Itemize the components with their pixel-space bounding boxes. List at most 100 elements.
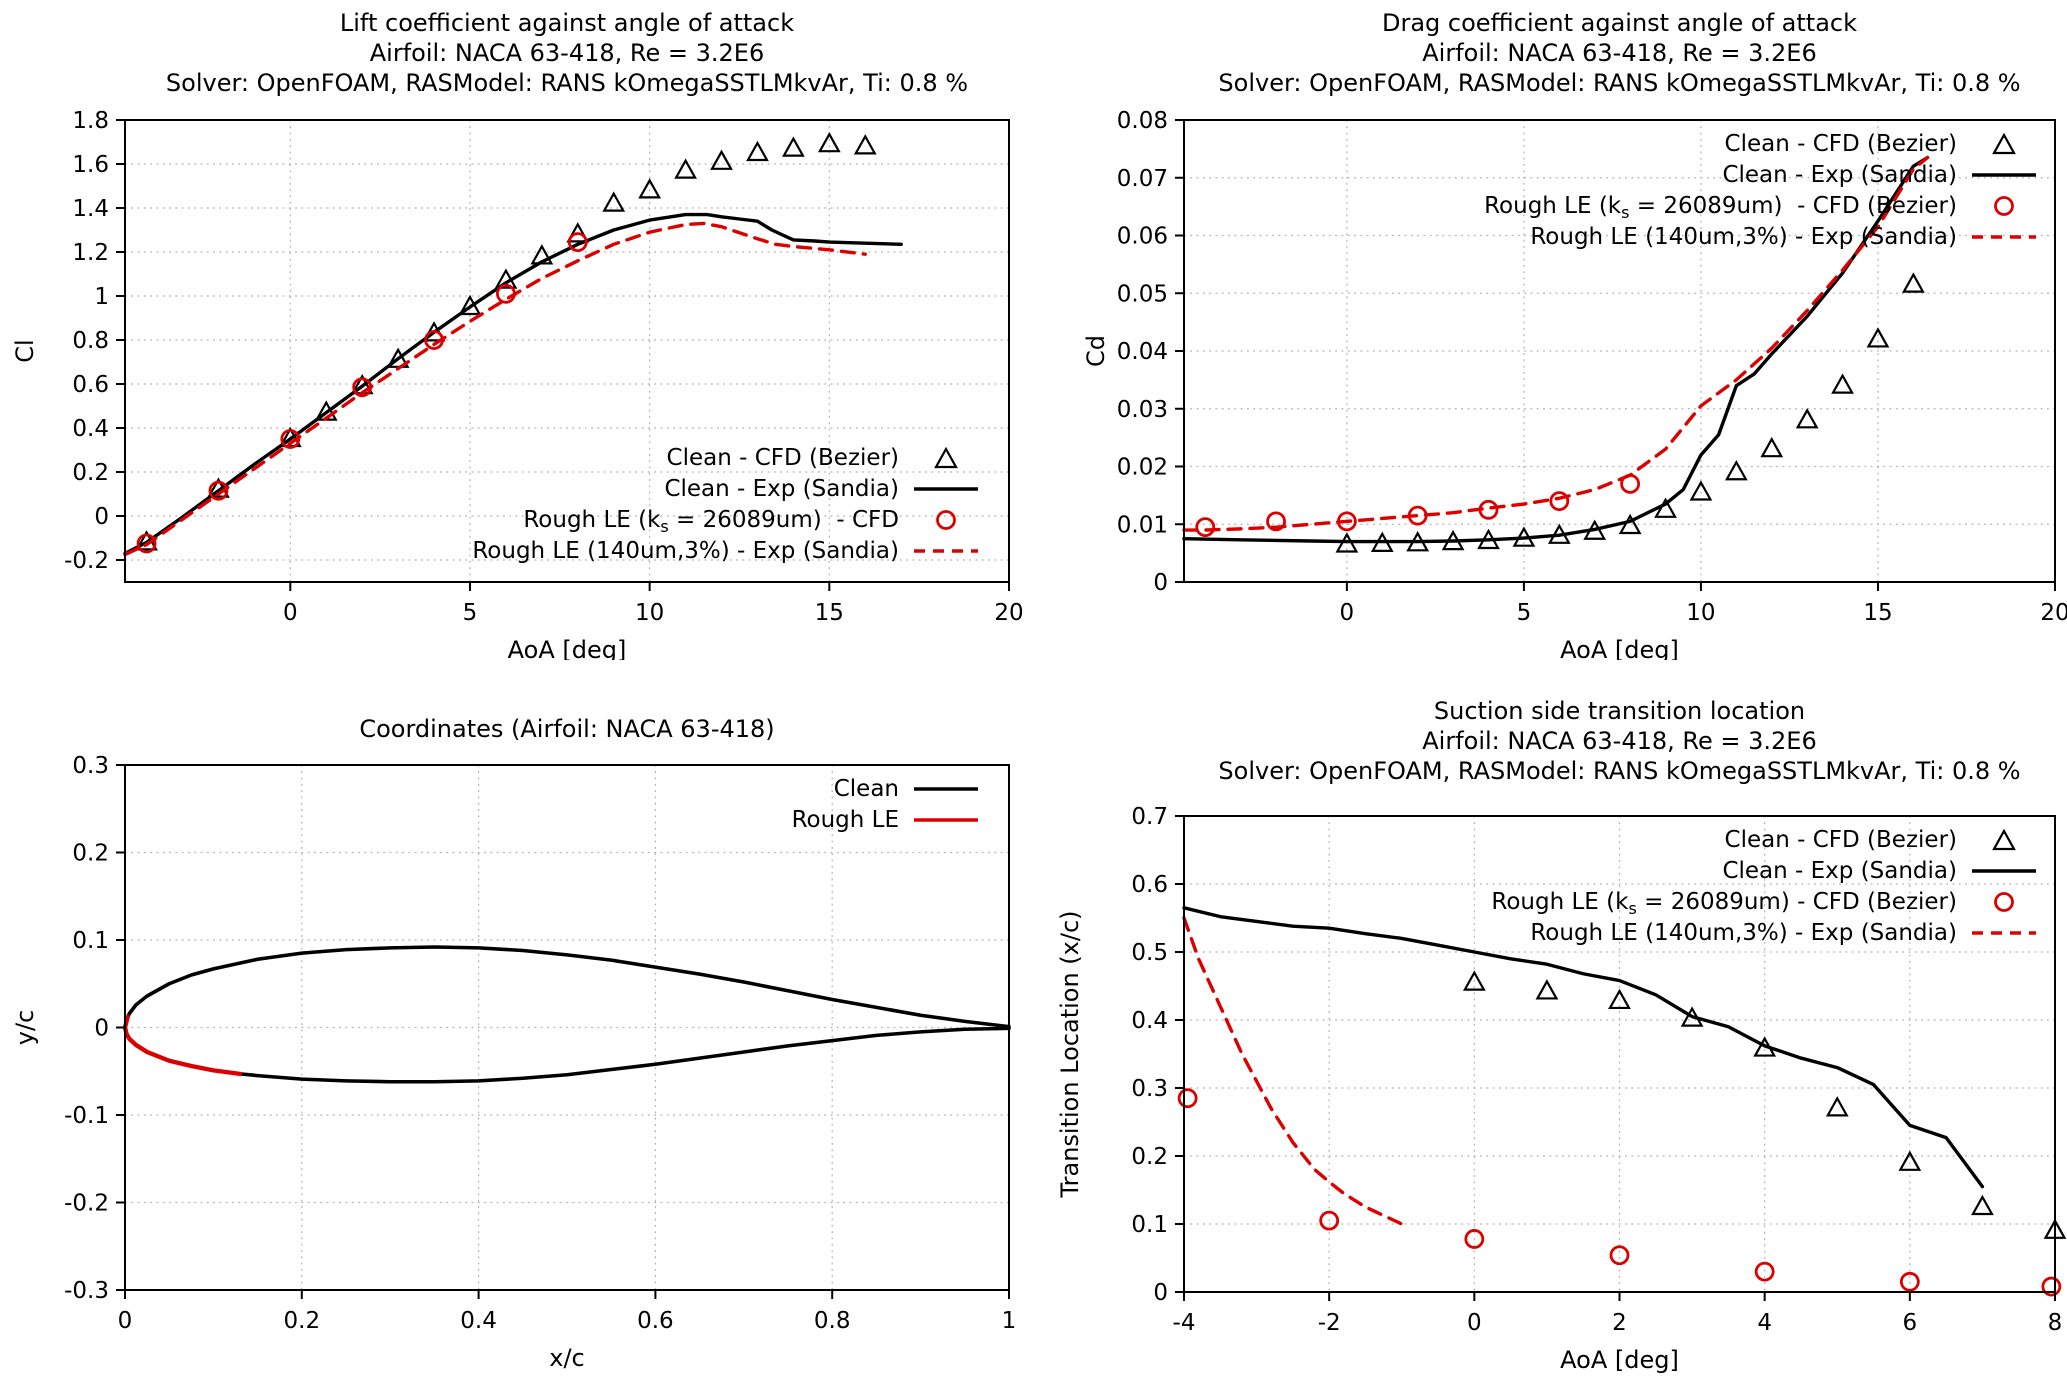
y-tick-label: 0.06 — [1117, 224, 1168, 250]
legend-sample-circle — [1967, 888, 2041, 916]
y-tick-label: -0.1 — [64, 1103, 109, 1129]
legend-label-text: Rough LE (140um,3%) - Exp (Sandia) — [1530, 223, 1957, 250]
legend-marker-circle-icon — [1994, 891, 2014, 912]
legend-label: Clean - CFD (Bezier) — [1725, 827, 1957, 853]
legend-row: Rough LE (140um,3%) - Exp (Sandia) — [1484, 221, 2041, 252]
lift-title-block: Lift coefficient against angle of attack… — [125, 8, 1009, 98]
legend-sample-triangle — [1967, 130, 2041, 158]
x-tick-label: -2 — [1318, 1310, 1341, 1336]
y-tick-label: 0.7 — [1131, 804, 1168, 830]
x-tick-label: -4 — [1173, 1310, 1196, 1336]
marker-circle-rough-cfd — [1464, 1229, 1485, 1249]
legend-label-text: Rough LE (140um,3%) - Exp (Sandia) — [472, 537, 899, 564]
legend-label-subscript: s — [660, 516, 669, 536]
marker-triangle-clean-cfd — [1825, 1096, 1849, 1117]
legend-row: Rough LE (140um,3%) - Exp (Sandia) — [472, 535, 983, 566]
legend-sample-line — [909, 806, 983, 834]
marker-circle-rough-cfd — [1899, 1271, 1920, 1292]
y-tick-label: 1.4 — [72, 196, 109, 222]
legend-sample-dash — [1967, 919, 2041, 947]
legend-marker-line-icon — [1972, 172, 2036, 177]
marker-triangle-clean-cfd — [1901, 272, 1925, 293]
legend-row: Clean - CFD (Bezier) — [1491, 824, 2041, 855]
legend-label: Rough LE (140um,3%) - Exp (Sandia) — [1530, 224, 1957, 250]
marker-triangle-clean-cfd — [1795, 408, 1819, 429]
series-clean — [123, 945, 1011, 1084]
marker-triangle-clean-cfd — [1654, 497, 1677, 518]
marker-circle-rough-cfd — [1609, 1245, 1630, 1266]
x-axis-label: AoA [deg] — [1560, 636, 1679, 660]
plot-subtitle: Solver: OpenFOAM, RASModel: RANS kOmegaS… — [1218, 757, 2021, 785]
triangle-marker-icon — [1992, 828, 2016, 850]
marker-triangle-clean-cfd — [602, 191, 626, 212]
y-tick-label: 1.2 — [72, 240, 109, 266]
marker-triangle-clean-cfd — [1760, 436, 1784, 458]
legend-marker-line-icon — [914, 486, 978, 491]
drag-chart-canvas: 0 5 10 15 20 0 0.01 0.02 0.03 0.04 0.05 0.06 0.07 0.0… — [1082, 108, 2067, 660]
y-tick-label: 0 — [94, 1016, 109, 1042]
legend-sample-line — [1967, 857, 2041, 885]
legend-row: Rough LE (ks = 26089um) - CFD — [472, 504, 983, 536]
circle-marker-icon — [936, 509, 956, 530]
legend-marker-circle-icon — [1994, 195, 2014, 216]
y-tick-label: 0.01 — [1117, 512, 1168, 538]
x-tick-label: 4 — [1757, 1310, 1772, 1336]
legend-label-subscript: s — [1621, 202, 1630, 222]
legend-sample-circle — [909, 506, 983, 534]
marker-triangle-clean-cfd — [817, 131, 841, 153]
marker-triangle-clean-cfd — [1724, 460, 1748, 481]
x-tick-label: 0 — [283, 600, 298, 626]
legend-label-text: Rough LE (140um,3%) - Exp (Sandia) — [1530, 919, 1957, 946]
y-tick-label: 0.05 — [1117, 281, 1168, 307]
series-clean-exp — [1182, 155, 1930, 544]
y-tick-label: 0.8 — [72, 328, 109, 354]
plot-subtitle: Solver: OpenFOAM, RASModel: RANS kOmegaS… — [165, 69, 969, 97]
y-tick-label: 1.8 — [72, 108, 109, 134]
legend-label-text: = 26089um) - CFD — [668, 506, 899, 533]
plot-border — [124, 119, 1010, 583]
legend-label-text: Clean - CFD (Bezier) — [666, 444, 899, 471]
marker-circle-rough-cfd — [1549, 491, 1570, 512]
legend-label: Clean - CFD (Bezier) — [1725, 131, 1957, 157]
marker-triangle-clean-cfd — [746, 140, 769, 162]
legend-label: Clean — [834, 776, 899, 802]
legend-label: Clean - Exp (Sandia) — [664, 476, 899, 502]
marker-triangle-clean-cfd — [1618, 513, 1642, 535]
airfoil-legend: Clean Rough LE — [792, 773, 983, 835]
y-tick-label: 0.07 — [1117, 166, 1168, 192]
y-tick-label: 0.03 — [1117, 397, 1168, 423]
legend-label: Rough LE (140um,3%) - Exp (Sandia) — [472, 538, 899, 564]
y-tick-label: 0 — [1153, 570, 1168, 596]
y-tick-label: -0.3 — [64, 1278, 109, 1304]
legend-row: Rough LE — [792, 804, 983, 835]
lift-legend: Clean - CFD (Bezier) Clean - Exp (Sandia)… — [472, 442, 983, 566]
y-tick-label: 0 — [1153, 1280, 1168, 1306]
x-tick-label: 10 — [635, 600, 664, 626]
y-tick-label: -0.2 — [64, 548, 109, 574]
legend-label: Rough LE — [792, 807, 899, 833]
y-tick-label: 0.02 — [1117, 455, 1168, 481]
marker-circle-rough-cfd — [1319, 1210, 1340, 1231]
plot-title: Drag coefficient against angle of attack — [1381, 9, 1858, 37]
legend-marker-dash-icon — [1972, 930, 2036, 935]
legend-marker-dash-icon — [1972, 234, 2036, 239]
plot-subtitle: Airfoil: NACA 63-418, Re = 3.2E6 — [1422, 727, 1817, 755]
legend-sample-line — [909, 475, 983, 503]
marker-triangle-clean-cfd — [1462, 970, 1486, 991]
legend-marker-triangle-icon — [1992, 132, 2016, 154]
y-tick-label: 1.6 — [72, 152, 109, 178]
y-tick-label: 1 — [94, 284, 109, 310]
y-tick-label: 0 — [94, 504, 109, 530]
y-tick-label: 0.5 — [1131, 940, 1168, 966]
legend-label-text: Rough LE (k — [523, 506, 661, 533]
marker-triangle-clean-cfd — [566, 222, 590, 243]
legend-sample-line — [1967, 161, 2041, 189]
airfoil-title-block: Coordinates (Airfoil: NACA 63-418) — [125, 714, 1009, 744]
circle-marker-icon — [1994, 195, 2014, 216]
transition-title-block: Suction side transition location Airfoil… — [1184, 696, 2055, 786]
legend-label-text: Clean — [833, 775, 899, 802]
lift-plot: Lift coefficient against angle of attack… — [0, 0, 1033, 660]
legend-label-text: Clean - CFD (Bezier) — [1724, 130, 1957, 157]
y-tick-label: -0.2 — [64, 1191, 109, 1217]
